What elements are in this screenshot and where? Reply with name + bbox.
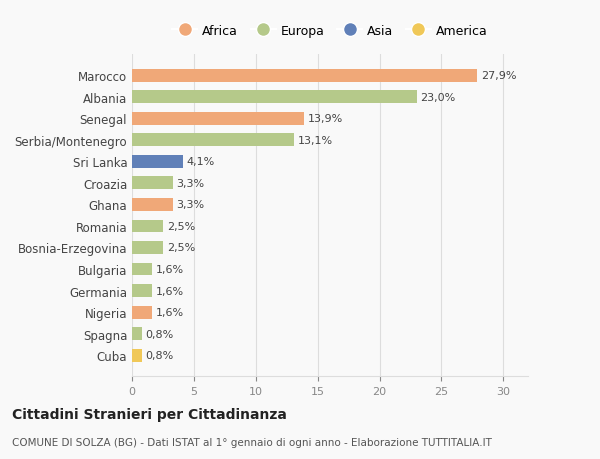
Bar xyxy=(132,70,477,83)
Bar xyxy=(132,91,416,104)
Text: 3,3%: 3,3% xyxy=(176,200,205,210)
Text: 13,1%: 13,1% xyxy=(298,135,333,146)
Text: 2,5%: 2,5% xyxy=(167,222,195,231)
Legend: Africa, Europa, Asia, America: Africa, Europa, Asia, America xyxy=(167,20,493,43)
Bar xyxy=(132,220,163,233)
Bar xyxy=(132,285,152,297)
Text: 4,1%: 4,1% xyxy=(187,157,215,167)
Bar xyxy=(132,112,304,125)
Text: COMUNE DI SOLZA (BG) - Dati ISTAT al 1° gennaio di ogni anno - Elaborazione TUTT: COMUNE DI SOLZA (BG) - Dati ISTAT al 1° … xyxy=(12,437,492,447)
Text: 23,0%: 23,0% xyxy=(421,93,455,103)
Bar xyxy=(132,263,152,276)
Text: Cittadini Stranieri per Cittadinanza: Cittadini Stranieri per Cittadinanza xyxy=(12,407,287,421)
Bar xyxy=(132,349,142,362)
Bar xyxy=(132,241,163,254)
Text: 2,5%: 2,5% xyxy=(167,243,195,253)
Bar xyxy=(132,156,183,168)
Text: 0,8%: 0,8% xyxy=(146,350,174,360)
Bar xyxy=(132,177,173,190)
Text: 3,3%: 3,3% xyxy=(176,179,205,189)
Text: 27,9%: 27,9% xyxy=(481,71,517,81)
Text: 1,6%: 1,6% xyxy=(155,264,184,274)
Bar xyxy=(132,134,294,147)
Bar xyxy=(132,327,142,340)
Text: 0,8%: 0,8% xyxy=(146,329,174,339)
Text: 1,6%: 1,6% xyxy=(155,286,184,296)
Bar xyxy=(132,306,152,319)
Bar xyxy=(132,199,173,212)
Text: 13,9%: 13,9% xyxy=(308,114,343,124)
Text: 1,6%: 1,6% xyxy=(155,308,184,317)
